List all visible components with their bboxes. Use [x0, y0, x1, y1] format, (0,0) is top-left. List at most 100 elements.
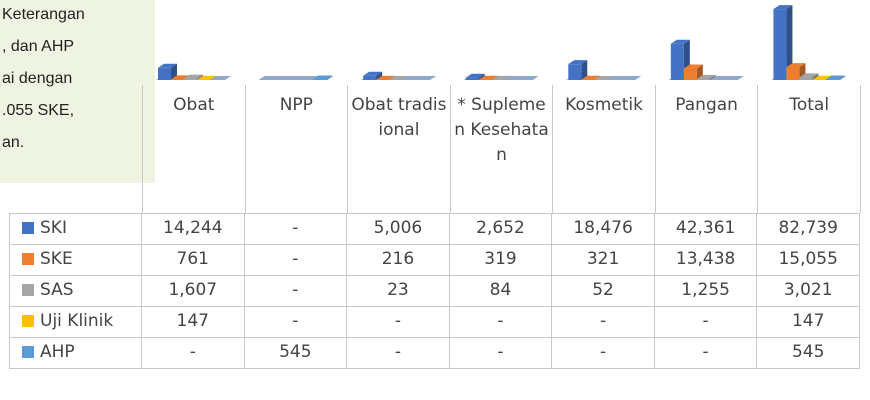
chart [156, 5, 847, 81]
bar-face [696, 74, 716, 79]
legend-label: SKI [40, 218, 67, 238]
table-cell: 147 [756, 306, 860, 338]
row-label: SKI [9, 213, 142, 245]
table-cell: - [243, 213, 348, 245]
bar-face [376, 75, 396, 80]
table-cell: 147 [141, 306, 245, 338]
bar-face [799, 73, 819, 78]
header-end [860, 85, 865, 213]
table-cell: 545 [756, 337, 860, 369]
table-cell: - [448, 337, 553, 369]
bar [491, 75, 511, 80]
bar [158, 63, 177, 80]
bar-face [491, 75, 511, 80]
row-label: SAS [9, 275, 142, 307]
bar-face [363, 75, 377, 80]
table-cell: 319 [448, 244, 553, 276]
row-label: Uji Klinik [9, 306, 142, 338]
bar [389, 75, 409, 80]
table-cell: 3,021 [756, 275, 860, 307]
bar-face [465, 73, 485, 78]
column-header: Obat [142, 85, 245, 213]
bar-face [465, 77, 479, 80]
bar-face [389, 75, 409, 80]
legend-label: AHP [40, 342, 75, 362]
legend-swatch [22, 284, 34, 296]
bar-face [197, 75, 216, 80]
bar-face [812, 73, 819, 80]
bar [376, 75, 396, 80]
bar [581, 75, 601, 80]
table-cell: 2,652 [448, 213, 553, 245]
bar [696, 74, 716, 80]
bar-face [184, 78, 197, 80]
table-cell: - [653, 306, 758, 338]
table-cell: - [243, 244, 348, 276]
table-cell: - [551, 337, 655, 369]
bar-face [504, 75, 511, 80]
table-cell: 18,476 [551, 213, 655, 245]
table-cell: - [448, 306, 553, 338]
note-line: Keterangan [2, 6, 85, 23]
table-cell: 52 [551, 275, 655, 307]
legend-swatch [22, 346, 34, 358]
bar [825, 75, 845, 80]
table-cell: - [346, 337, 450, 369]
legend-swatch [22, 253, 34, 265]
table-cell: 82,739 [756, 213, 860, 245]
note-line: .055 SKE, [2, 102, 75, 119]
bar-face [786, 67, 800, 80]
table-cell: 1,255 [653, 275, 758, 307]
bar-face [825, 75, 845, 80]
bar [197, 75, 216, 80]
table-cell: - [551, 306, 655, 338]
table-cell: 84 [448, 275, 553, 307]
bar-face [325, 75, 332, 80]
bar-face [171, 79, 184, 80]
note-line: an. [2, 134, 25, 151]
row-label: SKE [9, 244, 142, 276]
bar [363, 71, 383, 80]
table-cell: 14,244 [141, 213, 245, 245]
column-header: Total [757, 85, 860, 213]
bar [465, 73, 485, 80]
bar-face [709, 74, 716, 80]
bar-face [402, 75, 409, 80]
row-label: AHP [9, 337, 142, 369]
table-cell: - [346, 306, 450, 338]
bar [312, 75, 332, 80]
bar-face [786, 63, 806, 68]
column-header: * Suplemen Kesehatan [449, 85, 553, 213]
bar-face [773, 9, 787, 81]
table-cell: 1,607 [141, 275, 245, 307]
bar-face [838, 75, 845, 80]
bar-face [670, 43, 684, 80]
column-header: Pangan [654, 85, 758, 213]
bar-face [581, 60, 588, 80]
table-cell: 5,006 [346, 213, 450, 245]
bar-face [158, 63, 177, 68]
bar-face [478, 75, 498, 80]
legend-label: Uji Klinik [40, 311, 114, 331]
bar-face [478, 73, 485, 80]
bar-face [670, 39, 690, 44]
bar-face [594, 75, 601, 80]
legend-swatch [22, 222, 34, 234]
bar [799, 73, 819, 80]
table-cell: 13,438 [653, 244, 758, 276]
bar-face [197, 74, 203, 80]
bar [773, 5, 793, 81]
bar-face [184, 74, 203, 79]
bar-face [607, 75, 614, 80]
table-cell: - [141, 337, 245, 369]
bar [184, 74, 203, 80]
bar-face [158, 67, 171, 80]
bar-face [799, 77, 813, 80]
bar-face [389, 75, 396, 80]
table-cell: 23 [346, 275, 450, 307]
bar-face [581, 75, 601, 80]
table-cell: - [243, 306, 348, 338]
bar-face [568, 64, 582, 80]
table-cell: - [653, 337, 758, 369]
